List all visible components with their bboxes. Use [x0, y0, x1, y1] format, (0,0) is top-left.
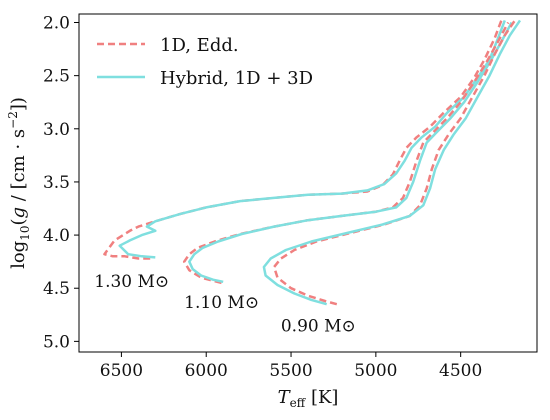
x-tick-label: 5500: [269, 361, 312, 381]
y-tick-label: 5.0: [43, 332, 70, 352]
series-line-edd-110: [182, 21, 510, 285]
x-tick-label: 4500: [439, 361, 482, 381]
y-axis-label-sub: 10: [18, 226, 32, 241]
mass-labels: 1.30 M⊙ 1.10 M⊙ 0.90 M⊙: [94, 272, 355, 337]
x-axis-label: Teff [K]: [278, 387, 339, 410]
x-tick-label: 6000: [185, 361, 228, 381]
legend-label-hybrid: Hybrid, 1D + 3D: [160, 68, 313, 89]
y-axis-label-g: g: [8, 207, 29, 219]
y-tick-label: 4.5: [43, 279, 70, 299]
y-tick-label: 3.0: [43, 120, 70, 140]
x-axis-label-unit: [K]: [305, 387, 338, 408]
series-line-edd-130: [103, 19, 503, 260]
y-axis-label-open: (: [8, 218, 29, 225]
mass-label-0: 1.30 M⊙: [94, 272, 169, 292]
y-axis-label-sup: −2: [6, 111, 20, 129]
y-tick-label: 3.5: [43, 173, 70, 193]
x-tick-label: 5000: [354, 361, 397, 381]
series-line-hybrid-090: [262, 19, 522, 306]
y-axis-label-slash: / [cm · s: [8, 129, 29, 207]
legend: 1D, Edd. Hybrid, 1D + 3D: [97, 35, 313, 89]
y-axis-label-log: log: [8, 241, 29, 269]
y-tick-label: 4.0: [43, 226, 70, 246]
series-layer: [103, 19, 522, 306]
series-line-edd-090: [272, 19, 516, 306]
series-line-hybrid-130: [118, 19, 506, 259]
x-axis-label-main: T: [278, 387, 292, 408]
x-axis-label-sub: eff: [290, 396, 307, 410]
mass-label-1: 1.10 M⊙: [184, 293, 259, 313]
series-line-hybrid-110: [188, 21, 513, 284]
y-tick-label: 2.5: [43, 67, 70, 87]
ticks-layer: 6500 6000 5500 5000 4500 2.0 2.5 3.0 3.5 4.0 4.5 5.…: [43, 14, 482, 381]
y-axis-label-close: ]): [8, 97, 29, 111]
plot-frame: [78, 13, 538, 353]
y-tick-label: 2.0: [43, 14, 70, 34]
y-axis-label: log10(g / [cm · s−2]): [6, 97, 32, 269]
x-tick-label: 6500: [100, 361, 143, 381]
legend-label-edd: 1D, Edd.: [160, 35, 239, 56]
mass-label-2: 0.90 M⊙: [281, 316, 356, 336]
